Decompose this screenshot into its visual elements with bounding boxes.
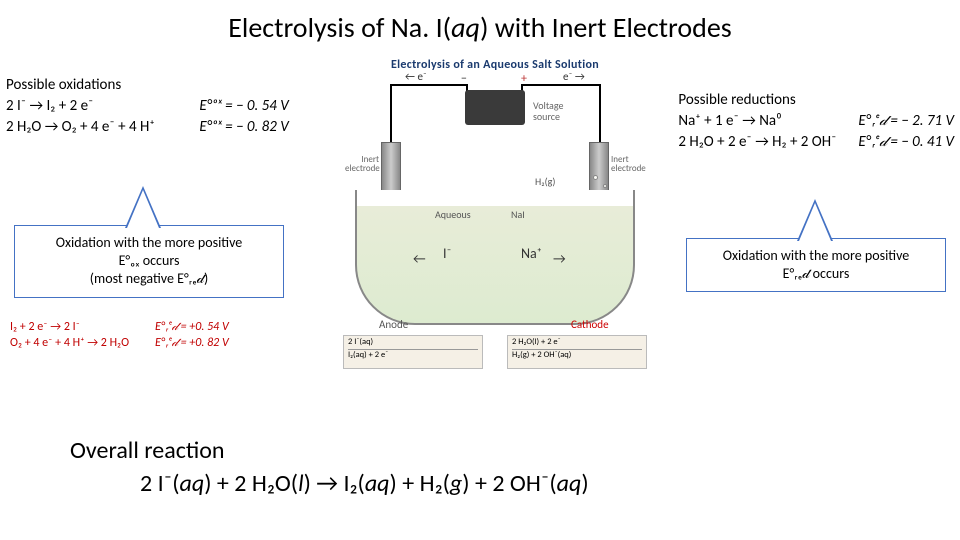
title-prefix: Electrolysis of Na. I( (228, 10, 451, 45)
reductions-block: Possible reductions Na⁺ + 1 e⁻ → Na⁰ E°ᵣ… (678, 90, 954, 153)
wire (523, 84, 601, 86)
callout-right-l1: Oxidation with the more positive (697, 247, 935, 265)
aqueous-label: Aqueous (435, 208, 471, 221)
i-ion-label: I⁻ (443, 245, 452, 262)
oxidations-block: Possible oxidations 2 I⁻ → I₂ + 2 e⁻ E°ₒ… (6, 75, 289, 138)
electrode-label-right: Inert electrode (611, 155, 646, 174)
ox-line1-rhs: E°ₒₓ = − 0. 54 V (199, 97, 288, 115)
na-arrow: → (553, 250, 566, 267)
diagram-heading: Electrolysis of an Aqueous Salt Solution (335, 58, 655, 72)
callout-left-l2: E°ₒₓ occurs (25, 252, 273, 270)
rev-line2-rhs: E°ᵣₑ𝒹 = +0. 82 V (155, 336, 229, 352)
rev-line1-lhs: I₂ + 2 e⁻ → 2 I⁻ (10, 320, 155, 336)
h2-gas-label: H₂(g) (535, 175, 555, 188)
beaker (355, 190, 635, 325)
anode-reaction-box: 2 I⁻(aq) I₂(aq) + 2 e⁻ (343, 335, 483, 369)
anode-label: Anode (379, 318, 408, 331)
electron-right: e⁻ → (563, 70, 585, 83)
callout-left-l1: Oxidation with the more positive (25, 234, 273, 252)
oxidations-heading: Possible oxidations (6, 75, 289, 96)
red-line1-lhs: Na⁺ + 1 e⁻ → Na⁰ (678, 111, 848, 132)
callout-reduction: Oxidation with the more positive E°ᵣₑ𝒹 o… (686, 238, 946, 292)
ox-line2-lhs: 2 H₂O → O₂ + 4 e⁻ + 4 H⁺ (6, 117, 196, 138)
page-title: Electrolysis of Na. I(aq) with Inert Ele… (0, 10, 960, 45)
red-line2-rhs: E°ᵣₑ𝒹 = − 0. 41 V (858, 132, 954, 153)
reversed-reactions: I₂ + 2 e⁻ → 2 I⁻ E°ᵣₑ𝒹 = +0. 54 V O₂ + 4… (10, 320, 229, 351)
callout-right-l2: E°ᵣₑ𝒹 occurs (697, 265, 935, 283)
title-aq: aq (451, 10, 480, 45)
cathode-reaction-box: 2 H₂O(l) + 2 e⁻ H₂(g) + 2 OH⁻(aq) (507, 335, 647, 369)
electrolysis-diagram: Electrolysis of an Aqueous Salt Solution… (335, 60, 655, 360)
na-ion-label: Na⁺ (521, 245, 542, 262)
voltage-source (465, 90, 525, 125)
wire (390, 84, 392, 144)
title-suffix: ) with Inert Electrodes (480, 10, 732, 45)
cathode-rxn-2: H₂(g) + 2 OH⁻(aq) (512, 351, 642, 361)
i-arrow: ← (413, 250, 426, 267)
callout-oxidation: Oxidation with the more positive E°ₒₓ oc… (14, 225, 284, 298)
cathode-label: Cathode (571, 318, 609, 331)
cathode-rxn-1: 2 H₂O(l) + 2 e⁻ (512, 338, 642, 348)
callout-left-l3: (most negative E°ᵣₑ𝒹) (25, 270, 273, 288)
rev-line2-lhs: O₂ + 4 e⁻ + 4 H⁺ → 2 H₂O (10, 336, 155, 352)
wire (390, 84, 468, 86)
electrode-label-left: Inert electrode (345, 155, 379, 174)
overall-label: Overall reaction (70, 435, 589, 467)
ox-line1-lhs: 2 I⁻ → I₂ + 2 e⁻ (6, 96, 196, 117)
nai-label: NaI (511, 208, 525, 221)
reductions-heading: Possible reductions (678, 90, 954, 111)
voltage-label: Voltage source (533, 100, 563, 122)
overall-reaction: Overall reaction 2 I⁻(aq) + 2 H₂O(l) → I… (70, 435, 589, 500)
anode-rxn-1: 2 I⁻(aq) (348, 338, 478, 348)
red-line1-rhs: E°ᵣₑ𝒹 = − 2. 71 V (858, 111, 954, 132)
rev-line1-rhs: E°ᵣₑ𝒹 = +0. 54 V (155, 320, 229, 336)
overall-equation: 2 I⁻(aq) + 2 H₂O(l) → I₂(aq) + H₂(g) + 2… (140, 468, 589, 500)
ox-line2-rhs: E°ₒₓ = − 0. 82 V (199, 118, 288, 136)
wire (599, 84, 601, 144)
electron-left: ← e⁻ (405, 70, 427, 83)
anode-rxn-2: I₂(aq) + 2 e⁻ (348, 351, 478, 361)
red-line2-lhs: 2 H₂O + 2 e⁻ → H₂ + 2 OH⁻ (678, 132, 848, 153)
